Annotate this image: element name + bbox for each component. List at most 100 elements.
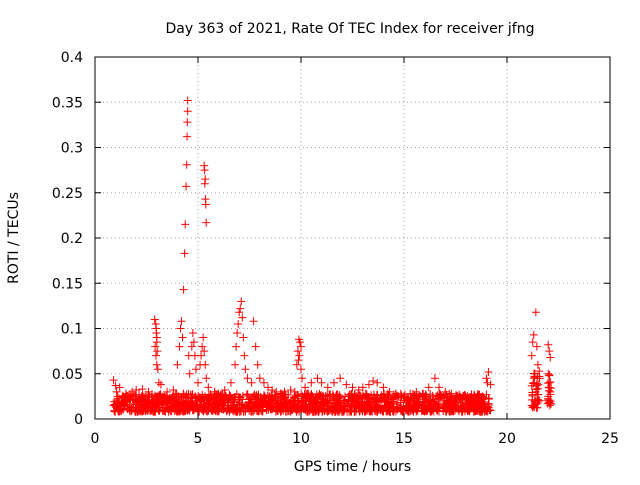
- band-point: [449, 406, 458, 415]
- band-point: [190, 404, 199, 413]
- data-point: [280, 387, 289, 396]
- y-tick-label: 0.3: [61, 141, 83, 157]
- data-point: [199, 333, 208, 342]
- band-point: [367, 404, 376, 413]
- band-point: [127, 406, 136, 415]
- band-point: [200, 392, 209, 401]
- band-point: [407, 393, 416, 402]
- band-point: [182, 402, 191, 411]
- band-point: [452, 391, 461, 400]
- data-point: [418, 389, 427, 398]
- band-point: [429, 403, 438, 412]
- band-point: [544, 397, 553, 406]
- data-point: [447, 389, 456, 398]
- data-point: [379, 383, 388, 392]
- data-point: [210, 387, 219, 396]
- data-point: [194, 378, 202, 387]
- data-point: [336, 374, 345, 383]
- data-point: [530, 369, 539, 378]
- band-point: [329, 396, 338, 405]
- band-point: [378, 407, 387, 416]
- data-point: [156, 380, 165, 389]
- band-point: [417, 407, 426, 416]
- band-point: [159, 407, 168, 416]
- data-point: [435, 383, 444, 392]
- band-point: [156, 403, 165, 412]
- data-point: [528, 338, 537, 347]
- band-point: [210, 400, 219, 409]
- data-point: [176, 324, 185, 333]
- band-point: [432, 392, 441, 401]
- data-point: [200, 347, 209, 356]
- data-point: [294, 356, 303, 365]
- band-point: [191, 392, 200, 401]
- band-point: [355, 391, 364, 400]
- y-tick-label: 0: [74, 412, 83, 428]
- band-point: [114, 407, 123, 416]
- data-point: [234, 319, 243, 328]
- x-axis-label: GPS time / hours: [294, 459, 411, 475]
- band-point: [393, 400, 402, 409]
- band-point: [125, 404, 134, 413]
- data-point: [238, 313, 247, 322]
- data-point: [307, 378, 316, 387]
- band-point: [221, 404, 230, 413]
- band-point: [211, 398, 220, 407]
- band-point: [243, 390, 252, 399]
- band-point: [420, 397, 429, 406]
- band-point: [383, 392, 392, 401]
- band-point: [485, 406, 494, 415]
- band-point: [371, 405, 380, 414]
- data-point: [151, 351, 160, 360]
- band-point: [155, 391, 164, 400]
- band-point: [339, 401, 348, 410]
- band-point: [545, 371, 554, 380]
- data-point: [138, 385, 147, 394]
- band-point: [301, 392, 310, 401]
- data-point: [527, 351, 536, 360]
- band-point: [246, 395, 255, 404]
- data-point: [249, 317, 258, 326]
- data-point: [478, 392, 487, 401]
- data-point: [297, 342, 305, 351]
- data-point: [200, 166, 209, 175]
- data-point: [231, 360, 240, 369]
- band-point: [421, 406, 430, 415]
- band-point: [347, 394, 356, 403]
- band-point: [547, 399, 556, 408]
- data-point: [529, 330, 538, 339]
- data-point: [187, 342, 196, 351]
- band-point: [214, 407, 223, 416]
- data-point: [544, 340, 553, 349]
- band-point: [319, 396, 328, 405]
- band-point: [278, 391, 287, 400]
- band-point: [340, 406, 349, 415]
- band-point: [233, 407, 242, 416]
- band-point: [381, 396, 390, 405]
- band-point: [357, 397, 366, 406]
- band-point: [307, 389, 316, 398]
- data-point: [272, 387, 281, 396]
- data-point: [412, 387, 421, 396]
- band-point: [300, 390, 309, 399]
- data-point: [169, 386, 178, 395]
- band-point: [436, 394, 445, 403]
- data-point: [251, 342, 260, 351]
- band-point: [393, 403, 402, 412]
- data-point: [112, 387, 121, 396]
- data-point: [226, 378, 235, 387]
- band-point: [469, 407, 478, 416]
- data-point: [295, 351, 304, 360]
- data-point: [484, 367, 493, 376]
- band-point: [288, 403, 297, 412]
- data-point: [358, 383, 367, 392]
- data-point: [183, 118, 192, 127]
- band-point: [412, 403, 421, 412]
- data-point: [153, 347, 162, 356]
- data-point: [175, 342, 184, 351]
- band-point: [430, 398, 439, 407]
- band-point: [389, 402, 398, 411]
- band-point: [270, 402, 279, 411]
- band-point: [129, 391, 138, 400]
